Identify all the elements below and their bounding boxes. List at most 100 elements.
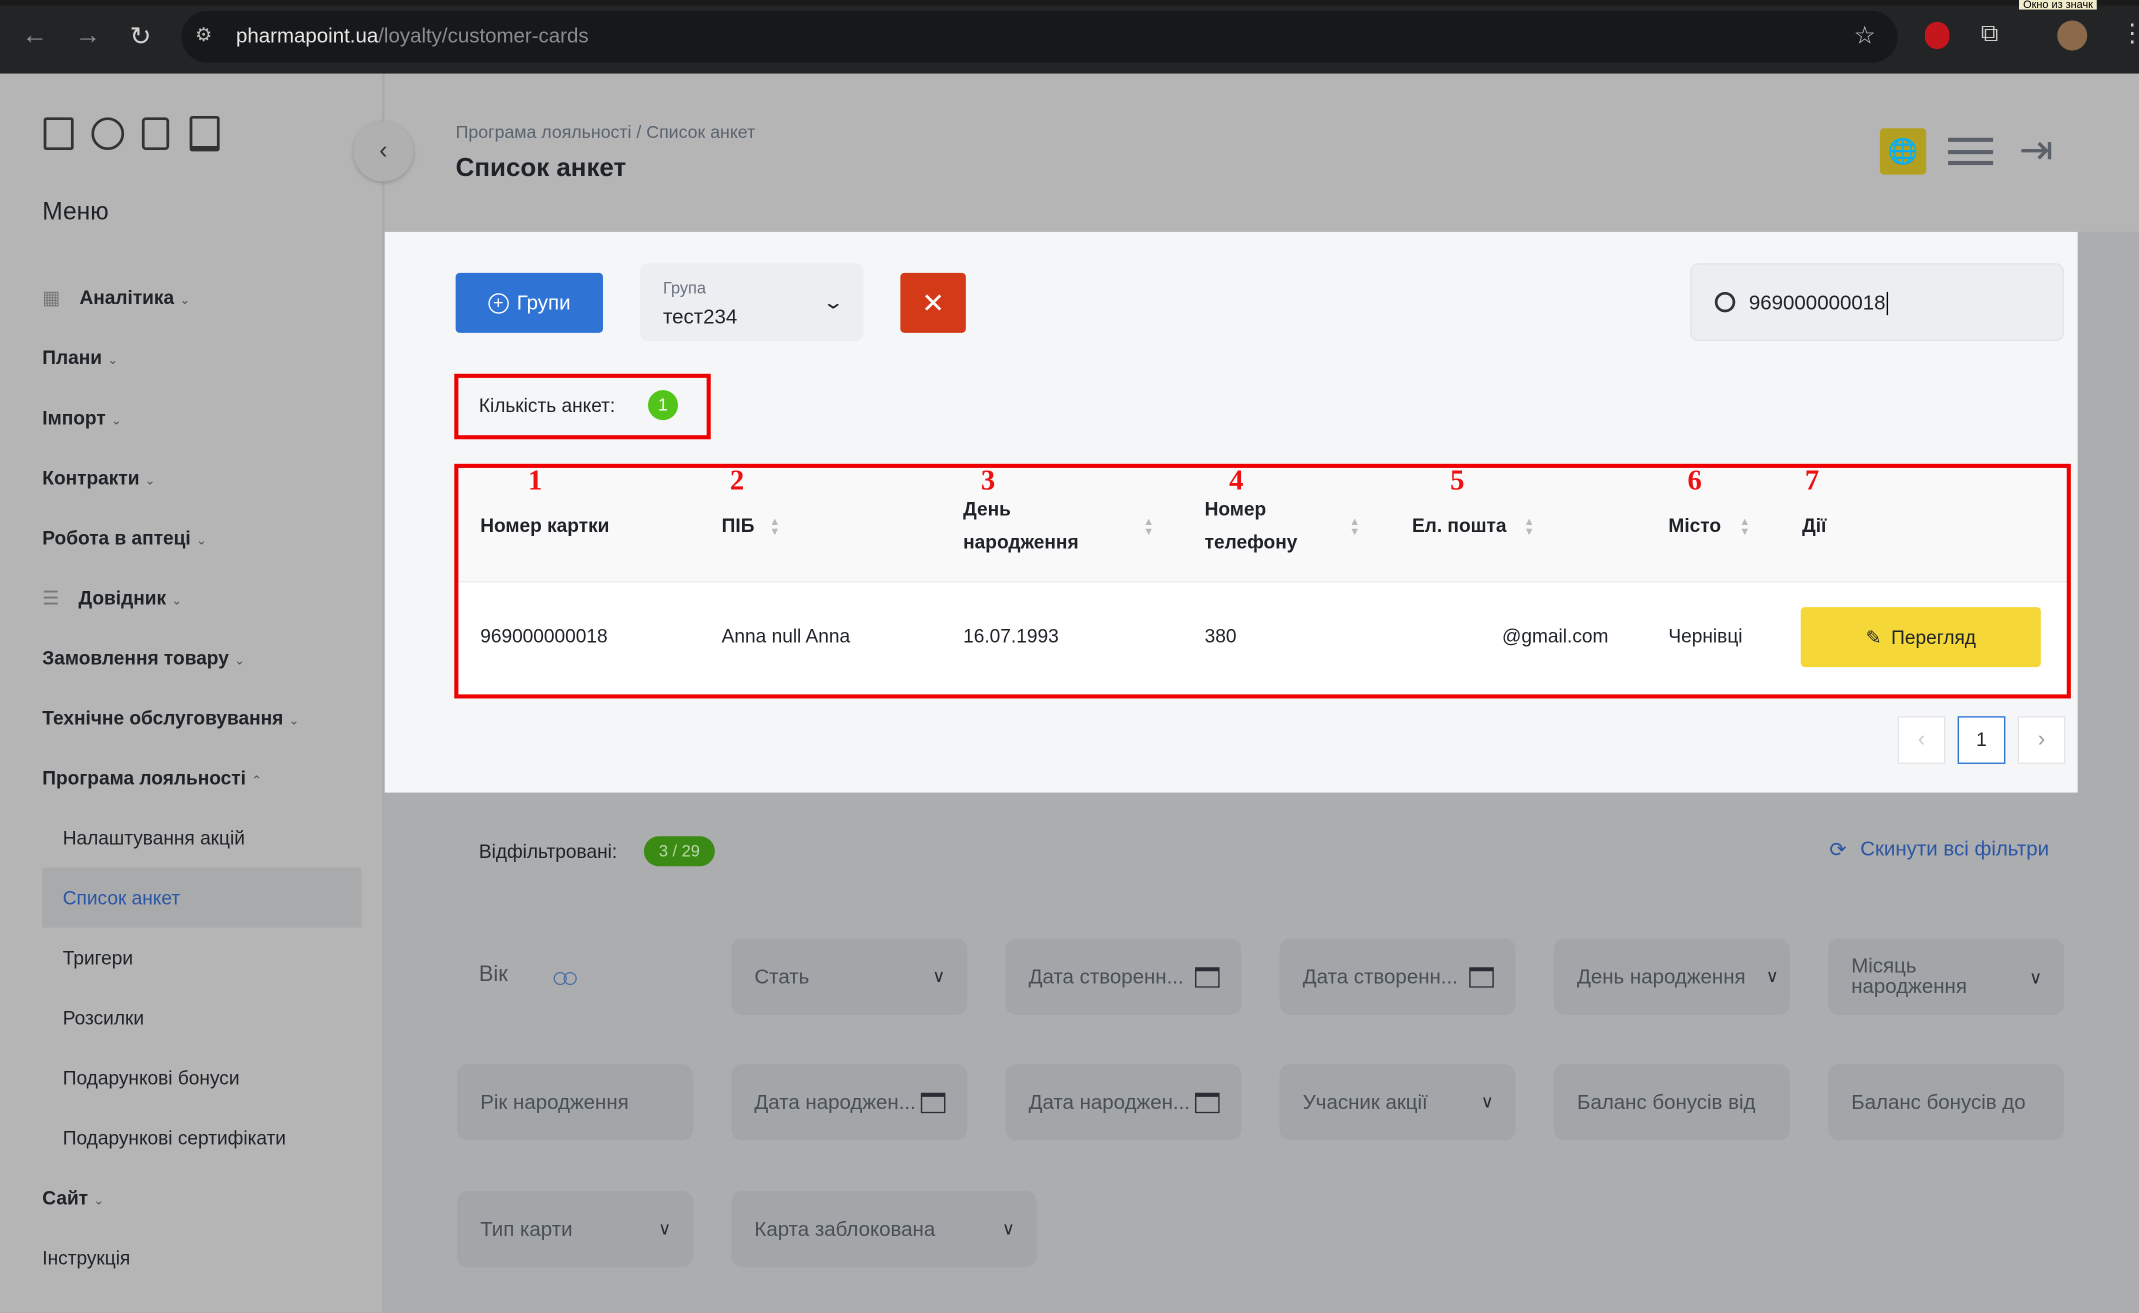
sidebar-subitem-promo-settings[interactable]: Налаштування акцій [62, 826, 245, 849]
annotation-number: 6 [1687, 463, 1702, 497]
collapse-sidebar-button[interactable]: ‹ [353, 121, 414, 182]
chevron-down-icon: ∨ [1765, 965, 1779, 987]
chevron-down-icon: ⌄ [111, 413, 122, 427]
sidebar-item-contracts[interactable]: Контракти ⌄ [42, 467, 155, 489]
page-header [384, 73, 2139, 232]
sidebar-item-loyalty[interactable]: Програма лояльності ⌃ [42, 767, 261, 789]
label: Рік народження [480, 1090, 629, 1114]
birth-month-select[interactable]: Місяць народження ∨ [1828, 938, 2065, 1015]
page-title: Список анкет [455, 154, 627, 183]
forward-icon[interactable]: → [75, 21, 101, 51]
pie-chart-icon[interactable] [91, 117, 125, 151]
sort-icon[interactable]: ▲ ▼ [1739, 515, 1751, 538]
sidebar-item-analytics[interactable]: ▦ Аналітика ⌄ [42, 286, 190, 309]
extensions-puzzle-icon[interactable]: ⧉ [1980, 19, 1999, 47]
group-select[interactable]: Група тест234 ⌄ [639, 263, 864, 342]
bookmark-star-icon[interactable]: ☆ [1853, 21, 1876, 50]
reload-icon[interactable]: ↻ [129, 23, 152, 52]
birth-date-to[interactable]: Дата народжен... [1005, 1064, 1242, 1141]
created-date-from[interactable]: Дата створенн... [1005, 938, 1242, 1015]
sidebar-item-maintenance[interactable]: Технічне обслуговування ⌄ [42, 707, 299, 729]
chevron-down-icon: ⌄ [144, 473, 156, 488]
bonus-balance-to-input[interactable]: Баланс бонусів до [1828, 1064, 2065, 1141]
column-header-name[interactable]: ПІБ [721, 514, 755, 537]
sort-icon[interactable]: ▲ ▼ [1523, 515, 1535, 538]
sort-icon[interactable]: ▲ ▼ [1349, 515, 1361, 538]
label: Замовлення товару [42, 646, 229, 669]
gender-select[interactable]: Стать ∨ [731, 938, 968, 1015]
chevron-down-icon: ∨ [2029, 966, 2043, 987]
cell-email: @gmail.com [1501, 624, 1609, 647]
archive-icon[interactable] [43, 117, 74, 151]
chevron-down-icon: ⌄ [93, 1193, 104, 1208]
document-icon[interactable] [141, 117, 170, 151]
sidebar-subitem-gift-bonuses[interactable]: Подарункові бонуси [62, 1066, 240, 1089]
site-settings-icon[interactable]: ⚙ [195, 23, 213, 46]
label: Місяць народження [1851, 954, 1967, 999]
column-header-city[interactable]: Місто [1668, 514, 1722, 537]
label: Дата створенн... [1302, 965, 1458, 989]
label: Групи [516, 291, 571, 315]
prev-page-button[interactable]: ‹ [1897, 716, 1946, 764]
sidebar-subitem-triggers[interactable]: Тригери [62, 946, 134, 969]
clear-group-button[interactable]: ✕ [900, 272, 966, 333]
sidebar-item-site[interactable]: Сайт ⌄ [42, 1187, 103, 1209]
page-1-button[interactable]: 1 [1957, 716, 2006, 764]
birth-year-input[interactable]: Рік народження [457, 1064, 694, 1141]
sidebar-item-directory[interactable]: ☰ Довідник ⌄ [42, 587, 182, 610]
sidebar-item-plans[interactable]: Плани ⌄ [42, 347, 118, 369]
column-header-phone[interactable]: Номер телефону [1204, 497, 1298, 553]
label: Контракти [42, 466, 140, 489]
chevron-down-icon: ⌄ [822, 290, 845, 313]
group-select-label: Група [663, 278, 707, 298]
browser-menu-icon[interactable]: ⋮ [2120, 19, 2139, 48]
next-page-button[interactable]: › [2017, 716, 2066, 764]
logout-icon[interactable]: ⇥ [2019, 128, 2054, 174]
card-blocked-select[interactable]: Карта заблокована ∨ [731, 1190, 1037, 1268]
label: Баланс бонусів від [1577, 1090, 1756, 1114]
book-icon[interactable] [189, 115, 220, 152]
back-icon[interactable]: ← [21, 21, 48, 51]
pencil-icon: ✎ [1865, 625, 1882, 648]
search-icon [1714, 291, 1736, 313]
column-header-birthday[interactable]: День народження [963, 497, 1079, 553]
annotation-number: 2 [729, 463, 745, 497]
groups-button[interactable]: + Групи [455, 272, 603, 333]
annotation-number: 7 [1804, 463, 1820, 497]
sidebar-subitem-customer-cards[interactable]: Список анкет [62, 886, 181, 909]
sort-icon[interactable]: ▲ ▼ [769, 515, 781, 538]
chevron-up-icon: ⌃ [251, 773, 262, 788]
chevron-down-icon: ⌄ [179, 293, 190, 307]
sidebar-item-import[interactable]: Імпорт ⌄ [42, 407, 121, 429]
calendar-icon [920, 1092, 946, 1113]
hamburger-menu-icon[interactable] [1948, 137, 1994, 166]
bonus-balance-from-input[interactable]: Баланс бонусів від [1553, 1064, 1790, 1141]
chevron-down-icon: ∨ [1480, 1091, 1494, 1112]
chevron-down-icon: ⌄ [234, 653, 245, 668]
calendar-icon [1195, 966, 1220, 987]
profile-avatar[interactable] [2057, 20, 2088, 51]
view-button[interactable]: ✎ Перегляд [1800, 607, 2041, 668]
extension-icon[interactable] [1924, 21, 1950, 50]
sidebar-item-instructions[interactable]: Інструкція [42, 1246, 131, 1269]
filtered-label: Відфільтровані: [478, 840, 618, 863]
birth-date-from[interactable]: Дата народжен... [731, 1064, 968, 1141]
search-input[interactable]: 969000000018 [1690, 263, 2065, 342]
language-globe-button[interactable]: 🌐 [1879, 128, 1927, 175]
reset-filters-button[interactable]: ⟳ Скинути всі фільтри [1829, 838, 2049, 863]
count-badge: 1 [647, 390, 679, 421]
birth-day-select[interactable]: День народження ∨ [1553, 938, 1790, 1015]
sidebar-item-orders[interactable]: Замовлення товару ⌄ [42, 647, 244, 669]
annotation-number: 5 [1450, 463, 1465, 497]
sort-icon[interactable]: ▲ ▼ [1143, 515, 1155, 538]
sidebar-subitem-gift-certificates[interactable]: Подарункові сертифікати [62, 1126, 286, 1149]
table-header [458, 467, 2067, 583]
age-range-slider[interactable]: ○○ [551, 960, 579, 995]
sidebar-subitem-mailings[interactable]: Розсилки [62, 1006, 145, 1029]
sidebar-item-pharmacy-work[interactable]: Робота в аптеці ⌄ [42, 527, 206, 549]
card-type-select[interactable]: Тип карти ∨ [457, 1190, 694, 1268]
address-bar[interactable]: ⚙ pharmapoint.ua/loyalty/customer-cards … [181, 10, 1898, 63]
promo-participant-select[interactable]: Учасник акції ∨ [1279, 1064, 1516, 1141]
created-date-to[interactable]: Дата створенн... [1279, 938, 1516, 1015]
column-header-email[interactable]: Ел. пошта [1411, 514, 1507, 537]
